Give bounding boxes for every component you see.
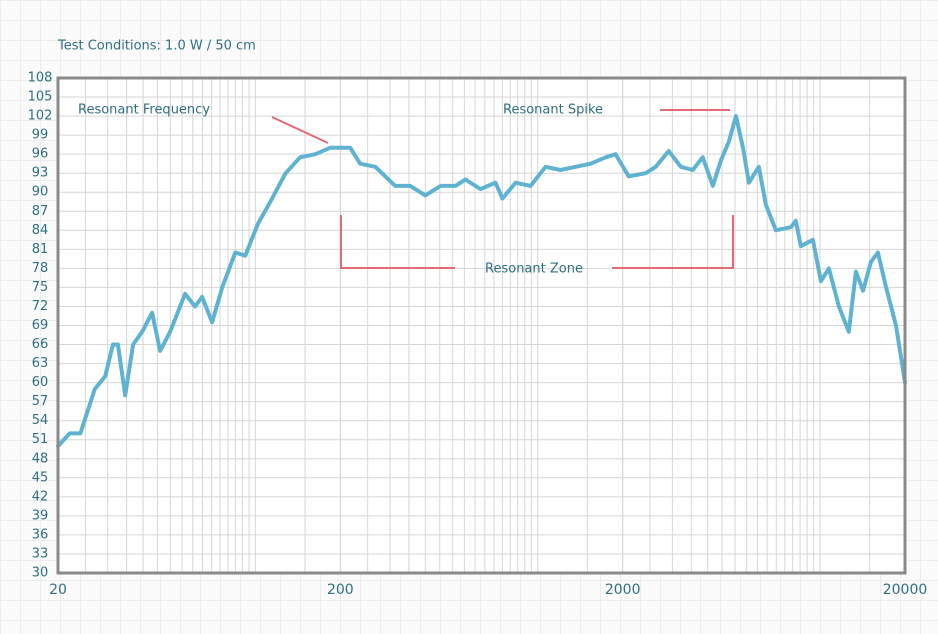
y-tick-label: 90 xyxy=(32,185,49,200)
x-tick-label: 20 xyxy=(49,582,67,598)
x-tick-label: 2000 xyxy=(605,582,641,598)
y-tick-label: 36 xyxy=(32,527,49,542)
x-tick-label: 20000 xyxy=(883,582,928,598)
y-tick-label: 102 xyxy=(28,109,53,124)
y-tick-label: 96 xyxy=(32,147,49,162)
subtitle: Test Conditions: 1.0 W / 50 cm xyxy=(57,39,256,54)
y-tick-label: 69 xyxy=(32,318,49,333)
y-tick-label: 33 xyxy=(32,546,49,561)
y-tick-label: 51 xyxy=(32,432,49,447)
y-tick-label: 48 xyxy=(32,451,49,466)
y-tick-label: 75 xyxy=(32,280,49,295)
y-tick-label: 99 xyxy=(32,128,49,143)
y-tick-label: 45 xyxy=(32,470,49,485)
annotation: Resonant Spike xyxy=(503,103,603,118)
y-tick-label: 72 xyxy=(32,299,49,314)
y-tick-label: 105 xyxy=(28,90,53,105)
x-tick-label: 200 xyxy=(327,582,354,598)
y-tick-label: 30 xyxy=(32,566,49,581)
y-tick-label: 66 xyxy=(32,337,49,352)
y-tick-label: 60 xyxy=(32,375,49,390)
y-tick-label: 42 xyxy=(32,489,49,504)
y-tick-label: 39 xyxy=(32,508,49,523)
y-tick-label: 108 xyxy=(28,71,53,86)
y-tick-label: 78 xyxy=(32,261,49,276)
y-tick-label: 57 xyxy=(32,394,49,409)
y-tick-label: 93 xyxy=(32,166,49,181)
y-tick-label: 54 xyxy=(32,413,49,428)
y-tick-label: 81 xyxy=(32,242,49,257)
plot-frame xyxy=(56,76,907,575)
y-tick-label: 63 xyxy=(32,356,49,371)
leader-line xyxy=(271,116,329,144)
bracket xyxy=(612,215,734,269)
y-tick-label: 87 xyxy=(32,204,49,219)
y-tick-label: 84 xyxy=(32,223,49,238)
annotation: Resonant Zone xyxy=(485,262,583,277)
annotation: Resonant Frequency xyxy=(78,103,210,118)
line-series xyxy=(56,114,907,449)
bracket xyxy=(340,215,455,269)
